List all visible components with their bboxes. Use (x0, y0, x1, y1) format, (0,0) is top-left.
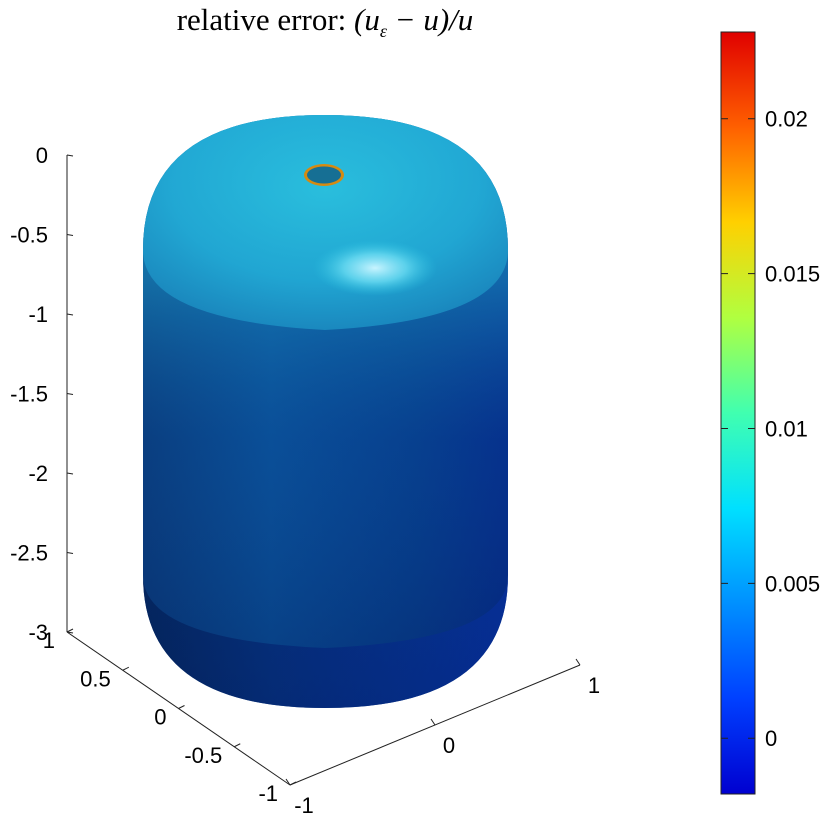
y-tick-mark (122, 666, 129, 671)
colorbar-tick-label: 0.005 (765, 571, 820, 596)
y-tick-label: -1 (258, 781, 278, 806)
x-tick-label: -1 (294, 793, 314, 815)
y-tick-mark (178, 705, 185, 709)
colorbar-tick-label: 0.01 (765, 416, 808, 441)
x-tick-mark (575, 658, 581, 666)
y-tick-label: 0.5 (80, 666, 111, 691)
z-tick-label: -2.5 (10, 541, 48, 566)
title-math: (u (354, 2, 380, 37)
top-hole-inner (307, 166, 341, 184)
z-tick-mark (66, 631, 74, 634)
capsule-top (143, 115, 508, 330)
z-tick-mark (66, 313, 74, 316)
colorbar-ticks: 0.02 0.015 0.01 0.005 0 (721, 107, 820, 751)
capsule-bottom (143, 575, 508, 708)
z-tick-mark (66, 234, 74, 236)
x-tick-mark (430, 718, 436, 726)
y-tick-label: 1 (43, 628, 55, 653)
x-axis-ticks: -1 0 1 (285, 658, 600, 815)
chart-title: relative error: (uε − u)/u (0, 2, 650, 42)
z-tick-mark (66, 552, 74, 554)
title-math-tail: − u)/u (386, 2, 474, 37)
colorbar-tick-label: 0.02 (765, 107, 808, 132)
title-text: relative error: (176, 2, 354, 37)
colorbar-tick-label: 0.015 (765, 262, 820, 287)
colorbar (720, 31, 756, 795)
colorbar-tick-label: 0 (765, 726, 777, 751)
y-tick-label: -0.5 (184, 743, 222, 768)
z-tick-mark (66, 472, 74, 475)
y-tick-mark (234, 743, 241, 748)
z-tick-mark (66, 393, 74, 395)
z-tick-label: -1.5 (10, 382, 48, 407)
y-axis-ticks: 1 0.5 0 -0.5 -1 (43, 628, 297, 806)
y-tick-mark (66, 628, 74, 633)
capsule-surface (143, 115, 508, 708)
z-tick-mark (66, 154, 74, 157)
x-tick-mark (285, 778, 291, 786)
z-tick-label: -2 (28, 461, 48, 486)
y-tick-label: 0 (154, 705, 166, 730)
z-axis-ticks: 0 -0.5 -1 -1.5 -2 -2.5 -3 (10, 143, 74, 645)
y-tick-mark (289, 781, 297, 786)
x-tick-label: 0 (443, 733, 455, 758)
surface-highlight (313, 240, 437, 296)
z-tick-label: -3 (28, 620, 48, 645)
title-subscript: ε (379, 21, 387, 42)
x-tick-label: 1 (588, 673, 600, 698)
z-tick-label: 0 (36, 143, 48, 168)
z-tick-label: -1 (28, 302, 48, 327)
z-tick-label: -0.5 (10, 223, 48, 248)
